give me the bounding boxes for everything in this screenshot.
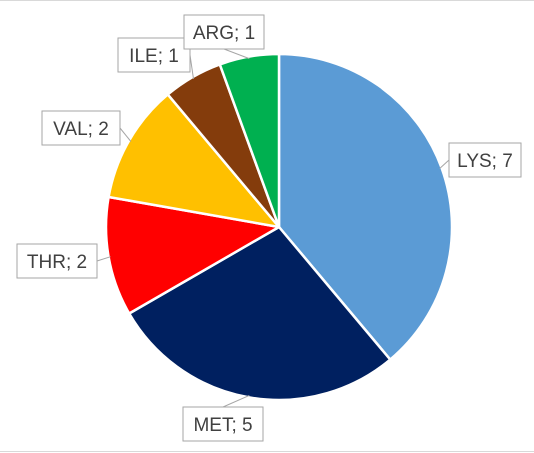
pie-slice-met xyxy=(127,225,392,402)
pie-slice-arg xyxy=(218,52,281,229)
pie-slice-val xyxy=(107,93,281,229)
data-label-lys: LYS; 7 xyxy=(448,142,522,178)
data-label-thr: THR; 2 xyxy=(16,243,98,279)
data-label-box xyxy=(183,14,265,50)
data-label-box xyxy=(16,243,98,279)
data-label-arg: ARG; 1 xyxy=(183,14,265,50)
data-label-text: MET; 5 xyxy=(193,415,252,436)
data-labels: LYS; 7 MET; 5 THR; 2 VAL; 2 ILE; 1 ARG; 1 xyxy=(16,14,522,442)
leader-line-ile xyxy=(189,54,194,79)
leader-line-thr xyxy=(96,256,111,262)
leader-lines xyxy=(96,48,450,408)
data-label-text: ARG; 1 xyxy=(193,23,255,44)
leader-line-lys xyxy=(439,159,450,169)
data-label-ile: ILE; 1 xyxy=(117,37,191,73)
leader-line-val xyxy=(119,127,132,142)
data-label-text: THR; 2 xyxy=(27,252,87,273)
data-label-box xyxy=(117,37,191,73)
data-label-box xyxy=(41,110,121,146)
data-label-text: LYS; 7 xyxy=(457,151,513,172)
data-label-box xyxy=(448,142,522,178)
data-label-box xyxy=(182,406,264,442)
data-label-text: VAL; 2 xyxy=(53,119,109,140)
pie-slice-lys xyxy=(277,52,454,361)
leader-line-met xyxy=(222,394,250,408)
pie-slices xyxy=(104,52,454,402)
data-label-text: ILE; 1 xyxy=(129,46,179,67)
data-label-val: VAL; 2 xyxy=(41,110,121,146)
data-label-met: MET; 5 xyxy=(182,406,264,442)
leader-line-arg xyxy=(223,48,250,60)
